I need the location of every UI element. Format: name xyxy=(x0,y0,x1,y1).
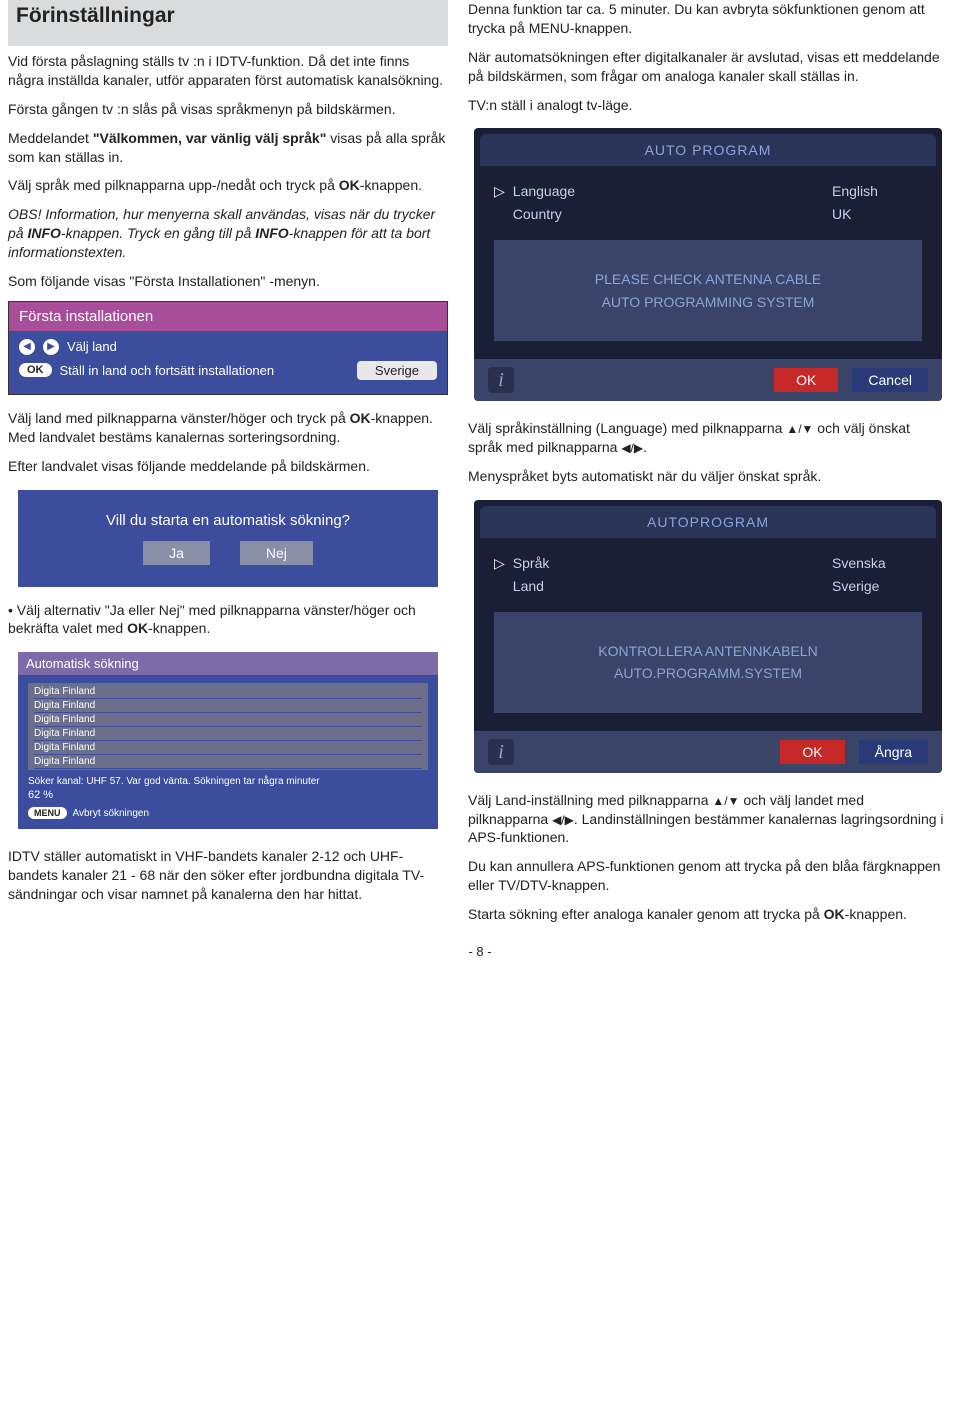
install-title-bar: Första installationen xyxy=(9,302,447,331)
prompt-question: Vill du starta en automatisk sökning? xyxy=(38,512,418,529)
list-item: Digita Finland xyxy=(34,727,422,741)
paragraph: Menyspråket byts automatiskt när du välj… xyxy=(468,467,948,486)
list-item: Digita Finland xyxy=(34,685,422,699)
list-item: Digita Finland xyxy=(34,699,422,713)
right-arrow-icon[interactable]: ▶ xyxy=(43,339,59,355)
list-item: Digita Finland xyxy=(34,755,422,769)
list-item: Digita Finland xyxy=(34,713,422,727)
menu-row-label[interactable]: Språk xyxy=(513,555,832,572)
paragraph: Välj språk med pilknapparna upp-/nedåt o… xyxy=(8,176,448,195)
page-number: - 8 - xyxy=(8,944,952,959)
paragraph: Vid första påslagning ställs tv :n i IDT… xyxy=(8,52,448,90)
list-item: Digita Finland xyxy=(34,741,422,755)
paragraph: Meddelandet "Välkommen, var vänlig välj … xyxy=(8,129,448,167)
paragraph: Välj alternativ "Ja eller Nej" med pilkn… xyxy=(8,601,448,639)
autosearch-prompt: Vill du starta en automatisk sökning? Ja… xyxy=(18,490,438,587)
ok-button[interactable]: OK xyxy=(774,368,838,392)
autoprogram-menu-en: AUTO PROGRAM ▷ Language English ▷ Countr… xyxy=(474,128,942,401)
menu-heading: AUTOPROGRAM xyxy=(480,506,936,538)
menu-row-label[interactable]: Country xyxy=(513,206,832,223)
menu-row-value[interactable]: Svenska xyxy=(832,555,922,572)
cancel-button[interactable]: Cancel xyxy=(852,368,928,392)
paragraph: Du kan annullera APS-funktionen genom at… xyxy=(468,857,948,895)
cursor-arrow-icon: ▷ xyxy=(494,183,505,200)
paragraph: När automatsökningen efter digitalkanale… xyxy=(468,48,948,86)
cancel-button[interactable]: Ångra xyxy=(859,740,928,764)
no-button[interactable]: Nej xyxy=(240,541,313,565)
paragraph: Välj land med pilknapparna vänster/höger… xyxy=(8,409,448,447)
yes-button[interactable]: Ja xyxy=(143,541,210,565)
paragraph: Välj Land-inställning med pilknapparna ▲… xyxy=(468,791,948,848)
autosearch-title: Automatisk sökning xyxy=(18,652,438,675)
search-status: Söker kanal: UHF 57. Var god vänta. Sökn… xyxy=(28,776,428,787)
gray-heading: Förinställningar xyxy=(16,4,440,28)
autoprogram-menu-sv: AUTOPROGRAM ▷ Språk Svenska ▷ Land Sveri… xyxy=(474,500,942,773)
paragraph: Som följande visas "Första Installatione… xyxy=(8,272,448,291)
paragraph: Denna funktion tar ca. 5 minuter. Du kan… xyxy=(468,0,948,38)
section-heading: Förinställningar xyxy=(8,0,448,46)
search-percent: 62 % xyxy=(28,789,428,801)
left-arrow-icon[interactable]: ◀ xyxy=(19,339,35,355)
ok-button[interactable]: OK xyxy=(19,363,52,377)
country-value[interactable]: Sverige xyxy=(357,361,437,380)
ok-button[interactable]: OK xyxy=(780,740,844,764)
menu-message: KONTROLLERA ANTENNKABELN AUTO.PROGRAMM.S… xyxy=(494,612,922,713)
menu-row-label[interactable]: Land xyxy=(513,578,832,595)
info-icon[interactable]: i xyxy=(488,367,514,393)
paragraph: TV:n ställ i analogt tv-läge. xyxy=(468,96,948,115)
menu-message: PLEASE CHECK ANTENNA CABLE AUTO PROGRAMM… xyxy=(494,240,922,341)
menu-row-value[interactable]: UK xyxy=(832,206,922,223)
paragraph: Välj språkinställning (Language) med pil… xyxy=(468,419,948,457)
paragraph: Efter landvalet visas följande meddeland… xyxy=(8,457,448,476)
paragraph: Starta sökning efter analoga kanaler gen… xyxy=(468,905,948,924)
autosearch-panel: Automatisk sökning Digita Finland Digita… xyxy=(18,652,438,829)
install-row1-label: Välj land xyxy=(67,339,117,354)
menu-button[interactable]: MENU xyxy=(28,807,67,819)
channel-list: Digita Finland Digita Finland Digita Fin… xyxy=(28,683,428,770)
menu-row-value[interactable]: Sverige xyxy=(832,578,922,595)
paragraph: IDTV ställer automatiskt in VHF-bandets … xyxy=(8,847,448,904)
abort-label: Avbryt sökningen xyxy=(73,808,150,819)
menu-row-label[interactable]: Language xyxy=(513,183,832,200)
menu-heading: AUTO PROGRAM xyxy=(480,134,936,166)
cursor-arrow-icon: ▷ xyxy=(494,555,505,572)
menu-row-value[interactable]: English xyxy=(832,183,922,200)
install-row2-label: Ställ in land och fortsätt installatione… xyxy=(60,363,275,378)
paragraph-note: OBS! Information, hur menyerna skall anv… xyxy=(8,205,448,262)
info-icon[interactable]: i xyxy=(488,739,514,765)
install-panel: Första installationen ◀ ▶ Välj land OK S… xyxy=(8,301,448,395)
paragraph: Första gången tv :n slås på visas språkm… xyxy=(8,100,448,119)
